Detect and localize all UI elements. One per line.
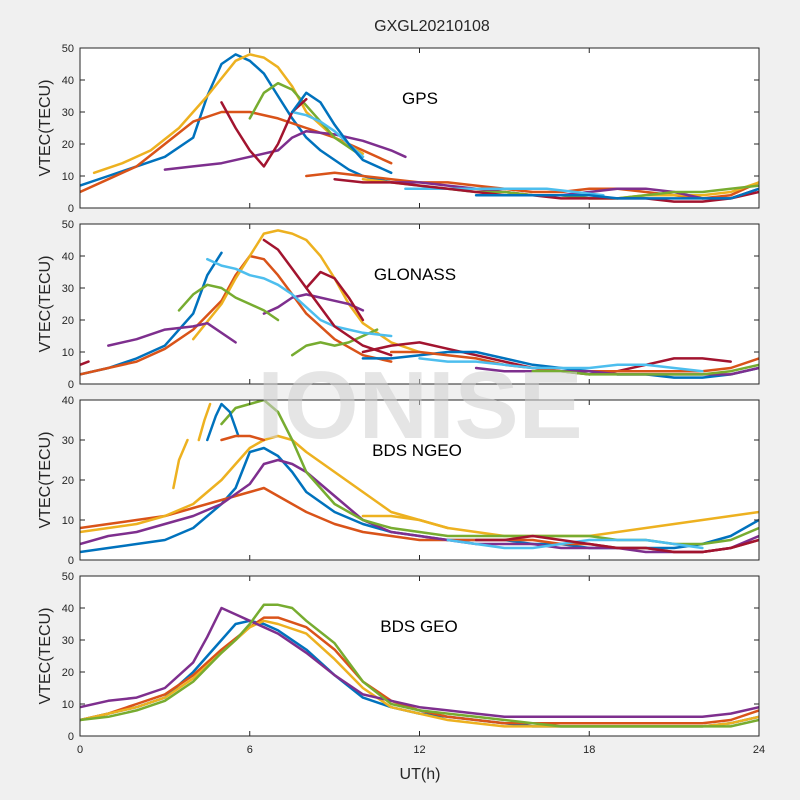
x-tick-label: 18 [583, 744, 595, 756]
y-axis-label: VTEC(TECU) [37, 80, 54, 177]
series-line [206, 257, 393, 338]
panel-bds-geo: 0 10 20 30 40 50 0 6 12 18 24 VTEC(TECU) BDS GEO [37, 571, 765, 756]
y-tick-label: 40 [62, 395, 74, 407]
y-tick-label: 0 [68, 555, 74, 567]
series-line [262, 238, 393, 357]
panel-annotation: GPS [402, 89, 438, 108]
y-tick-label: 10 [62, 347, 74, 359]
plot-area [80, 48, 759, 208]
x-tick-label: 12 [413, 744, 425, 756]
y-tick-label: 30 [62, 635, 74, 647]
y-tick-label: 0 [68, 379, 74, 391]
x-tick-label: 6 [247, 744, 253, 756]
series-line [80, 606, 759, 719]
series-line [290, 328, 379, 357]
panel-annotation: GLONASS [374, 265, 456, 284]
series-line [305, 270, 365, 322]
series-line [92, 53, 365, 175]
series-line [474, 534, 759, 554]
y-tick-label: 20 [62, 667, 74, 679]
series-line [177, 283, 280, 322]
y-tick-label: 50 [62, 219, 74, 231]
series-line [80, 53, 393, 187]
y-tick-label: 50 [62, 43, 74, 55]
series-line [191, 229, 421, 354]
series-line [531, 363, 759, 376]
series-line [361, 514, 450, 530]
y-tick-label: 0 [68, 203, 74, 215]
panel-annotation: BDS GEO [380, 617, 457, 636]
y-tick-label: 30 [62, 283, 74, 295]
y-tick-label: 20 [62, 139, 74, 151]
series-line [80, 434, 759, 538]
panels: 0 10 20 30 40 50 VTEC(TECU) GPS 0 10 20 30 40 50 VTEC(… [37, 43, 765, 756]
series-group [80, 603, 759, 728]
series-line [80, 458, 759, 554]
y-tick-label: 50 [62, 571, 74, 583]
series-line [80, 603, 759, 728]
y-tick-label: 10 [62, 699, 74, 711]
plot-area [80, 576, 759, 736]
figure-title: GXGL20210108 [374, 18, 490, 35]
y-axis-label: VTEC(TECU) [37, 432, 54, 529]
series-line [107, 321, 237, 347]
series-line [197, 402, 212, 442]
panel-gps: 0 10 20 30 40 50 VTEC(TECU) GPS [37, 43, 760, 215]
series-line [80, 360, 90, 367]
x-tick-label: 24 [753, 744, 765, 756]
y-tick-label: 20 [62, 315, 74, 327]
y-tick-label: 30 [62, 107, 74, 119]
series-line [220, 434, 266, 442]
y-axis-label: VTEC(TECU) [37, 256, 54, 353]
series-line [206, 402, 240, 442]
series-line [418, 357, 704, 373]
panel-bds-ngeo: 0 10 20 30 40 VTEC(TECU) BDS NGEO [37, 395, 760, 567]
series-line [248, 81, 365, 159]
y-tick-label: 10 [62, 515, 74, 527]
series-line [80, 616, 759, 725]
x-tick-label: 0 [77, 744, 83, 756]
series-line [172, 438, 189, 490]
plot-area [80, 400, 759, 560]
y-tick-label: 10 [62, 171, 74, 183]
y-tick-label: 40 [62, 251, 74, 263]
series-group [80, 229, 759, 379]
series-line [290, 91, 393, 175]
series-line [163, 129, 407, 171]
panel-glonass: 0 10 20 30 40 50 VTEC(TECU) GLONASS [37, 219, 760, 391]
y-tick-label: 20 [62, 475, 74, 487]
y-tick-label: 40 [62, 603, 74, 615]
x-axis-label: UT(h) [400, 766, 441, 783]
y-tick-label: 30 [62, 435, 74, 447]
watermark: IONISE [257, 352, 582, 459]
series-group [80, 400, 759, 554]
y-tick-label: 40 [62, 75, 74, 87]
y-axis-label: VTEC(TECU) [37, 608, 54, 705]
y-tick-label: 0 [68, 731, 74, 743]
series-line [333, 177, 759, 203]
series-group [80, 53, 759, 203]
panel-annotation: BDS NGEO [372, 441, 462, 460]
series-line [474, 187, 759, 200]
